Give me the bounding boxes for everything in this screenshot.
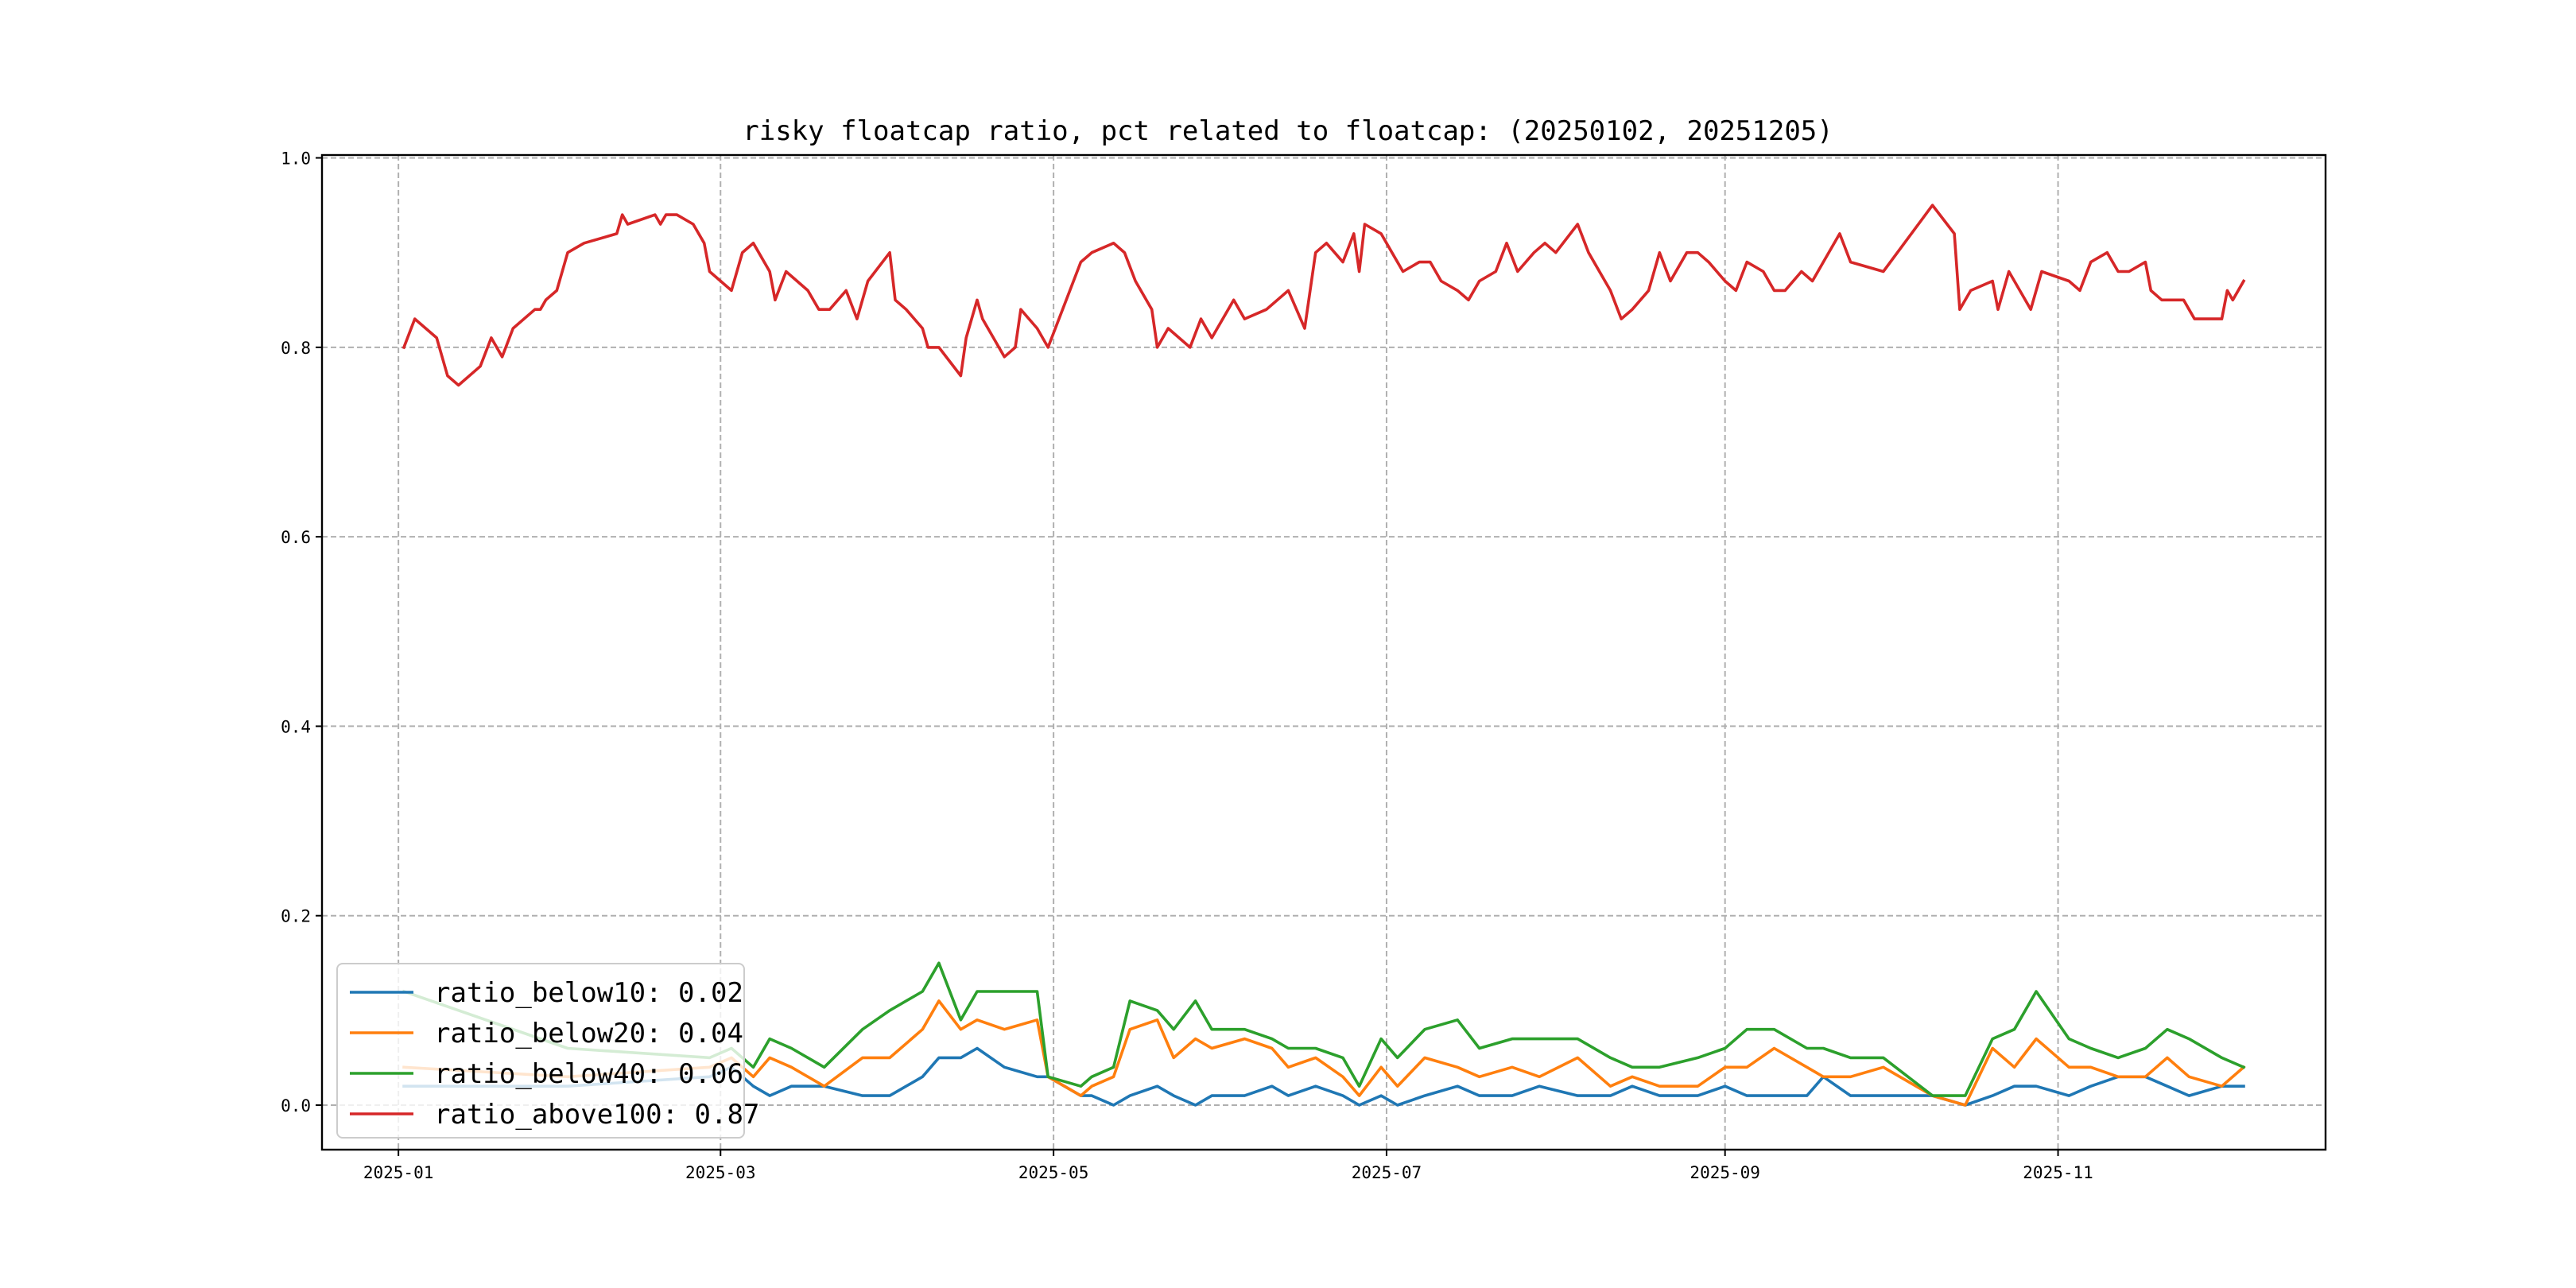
x-tick-label: 2025-01 bbox=[363, 1163, 434, 1182]
x-tick-label: 2025-05 bbox=[1018, 1163, 1089, 1182]
x-tick-label: 2025-09 bbox=[1690, 1163, 1760, 1182]
series-line-ratio-above100 bbox=[402, 204, 2246, 387]
series-line-ratio-below10 bbox=[402, 1046, 2245, 1107]
x-tick-label: 2025-03 bbox=[685, 1163, 756, 1182]
legend-box bbox=[336, 963, 745, 1139]
legend-label: ratio_below10: 0.02 bbox=[434, 977, 743, 1009]
series-line-ratio-below20 bbox=[402, 999, 2246, 1107]
y-tick-label: 0.4 bbox=[281, 717, 311, 736]
x-tick-label: 2025-11 bbox=[2023, 1163, 2093, 1182]
legend-entry: ratio_below20: 0.04 bbox=[350, 1018, 743, 1049]
y-tick-label: 0.6 bbox=[281, 528, 311, 547]
y-tick-label: 0.8 bbox=[281, 339, 311, 358]
legend-label: ratio_below20: 0.04 bbox=[434, 1018, 743, 1049]
legend-entry: ratio_above100: 0.87 bbox=[350, 1099, 759, 1131]
x-axis: 2025-01 2025-03 2025-05 2025-07 2025-09 2025-… bbox=[363, 1150, 2093, 1182]
x-tick-label: 2025-07 bbox=[1352, 1163, 1422, 1182]
legend-entry: ratio_below40: 0.06 bbox=[350, 1058, 743, 1090]
legend-entry: ratio_below10: 0.02 bbox=[350, 977, 743, 1009]
y-tick-label: 0.2 bbox=[281, 907, 311, 926]
legend-label: ratio_above100: 0.87 bbox=[434, 1099, 759, 1131]
y-axis: 0.0 0.2 0.4 0.6 0.8 1.0 bbox=[281, 149, 322, 1115]
chart-title: risky floatcap ratio, pct related to flo… bbox=[743, 115, 1833, 147]
axes-frame bbox=[320, 153, 2327, 1151]
legend-label: ratio_below40: 0.06 bbox=[434, 1058, 743, 1090]
y-tick-label: 1.0 bbox=[281, 149, 311, 169]
series-lines bbox=[402, 204, 2246, 1107]
series-line-ratio-below40 bbox=[402, 961, 2246, 1097]
legend: ratio_below10: 0.02 ratio_below20: 0.04 ra… bbox=[336, 963, 759, 1139]
y-tick-label: 0.0 bbox=[281, 1096, 311, 1115]
